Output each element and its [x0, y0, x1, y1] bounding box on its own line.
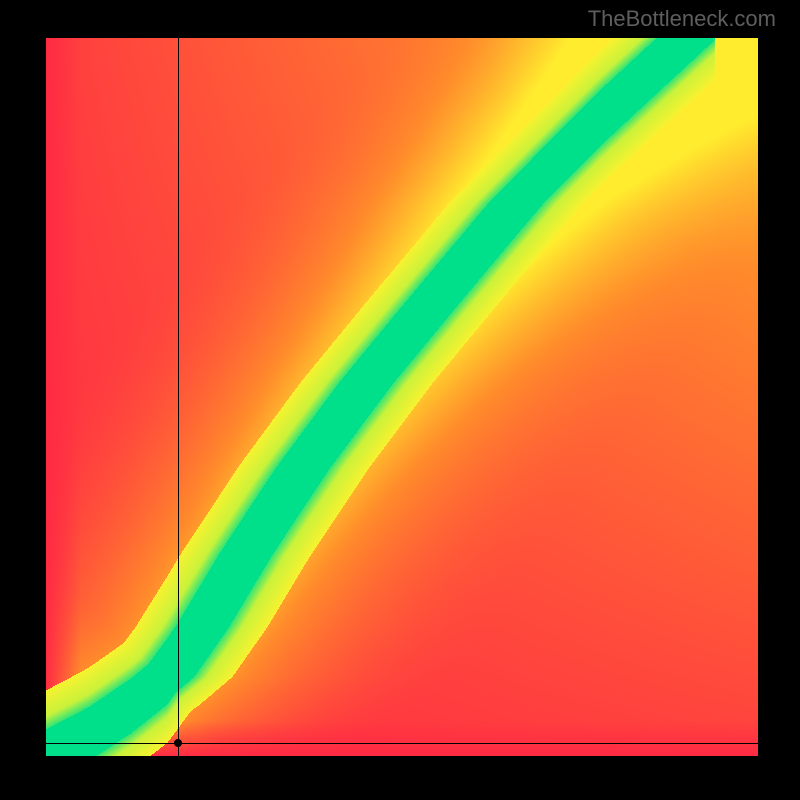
crosshair-vertical — [178, 38, 179, 756]
crosshair-horizontal — [46, 743, 758, 744]
heatmap-canvas — [46, 38, 758, 756]
watermark-text: TheBottleneck.com — [588, 6, 776, 32]
crosshair-dot — [174, 739, 182, 747]
heatmap-plot — [46, 38, 758, 756]
